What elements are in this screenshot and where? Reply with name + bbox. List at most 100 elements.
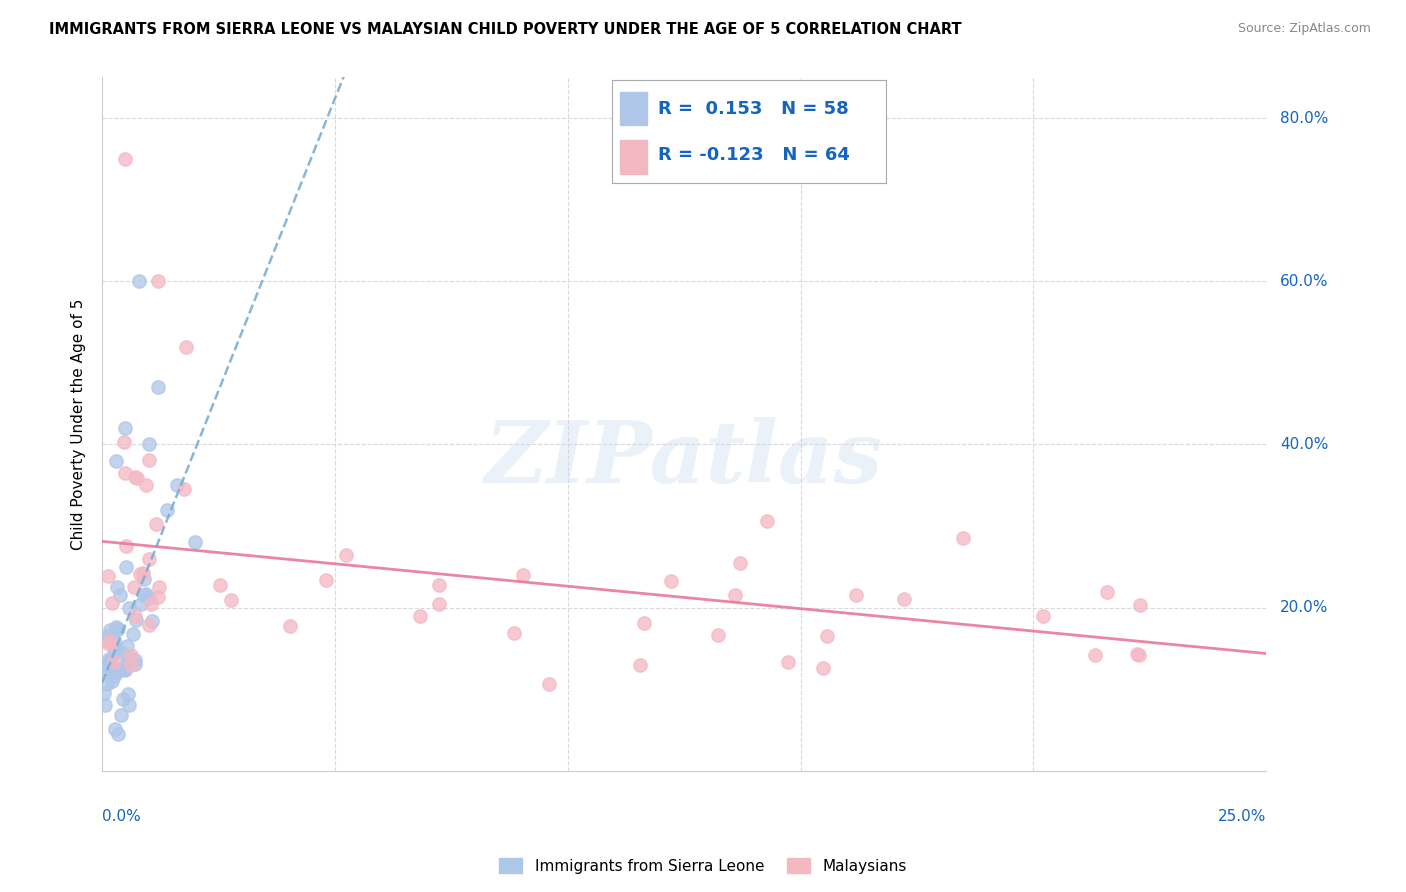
Point [114,152,136,166]
Legend: Immigrants from Sierra Leone, Malaysians: Immigrants from Sierra Leone, Malaysians [494,852,912,880]
Point [104,619,127,633]
Point [138,591,160,605]
Point [135,478,157,492]
Point [134,587,156,601]
Point [98,652,121,666]
Point [96,677,118,691]
Point [512,567,534,582]
Point [1128,648,1150,662]
Point [1129,599,1152,613]
Bar [620,140,647,174]
Point [952,531,974,545]
Text: R =  0.153   N = 58: R = 0.153 N = 58 [658,100,849,118]
Point [107,622,129,636]
Point [97,629,120,643]
Point [1084,648,1107,662]
Point [503,625,526,640]
Text: 20.0%: 20.0% [1279,600,1329,615]
Point [728,556,751,570]
Point [93,658,115,673]
Point [139,597,162,611]
Point [117,687,139,701]
Point [100,623,122,637]
Point [121,627,143,641]
Point [115,639,138,653]
Point [114,662,136,676]
Point [132,566,155,580]
Point [110,708,132,723]
Point [120,648,142,663]
Text: 0.0%: 0.0% [103,809,141,824]
Point [148,580,170,594]
Point [129,597,152,611]
Point [148,590,170,604]
Point [124,653,146,667]
Point [97,637,120,651]
Point [111,661,134,675]
Point [110,645,132,659]
Point [118,650,141,665]
Point [707,628,730,642]
Point [132,589,155,603]
Point [845,588,868,602]
Point [156,502,179,516]
Point [115,559,138,574]
Point [110,662,132,676]
Point [146,380,169,394]
Y-axis label: Child Poverty Under the Age of 5: Child Poverty Under the Age of 5 [72,299,86,549]
Point [103,640,125,654]
Point [138,437,160,451]
Point [100,673,122,688]
Point [105,622,128,636]
Point [103,655,125,669]
Point [141,614,163,628]
Point [117,698,139,713]
Text: R = -0.123   N = 64: R = -0.123 N = 64 [658,146,851,164]
Point [128,567,150,582]
Text: 40.0%: 40.0% [1279,437,1329,452]
Point [124,657,146,672]
Point [145,517,167,532]
Point [219,593,242,607]
Point [101,665,124,679]
Point [118,600,141,615]
Point [409,609,432,624]
Point [815,629,838,643]
Point [537,677,560,691]
Point [184,535,207,549]
Point [105,580,128,594]
Point [101,657,124,672]
Point [122,580,145,594]
Point [125,613,148,627]
Point [98,655,121,669]
Point [128,274,150,288]
Point [105,454,128,468]
Point [893,591,915,606]
Point [125,471,148,485]
Point [93,686,115,700]
Point [107,665,129,680]
Point [280,618,302,632]
Point [115,539,138,553]
Text: 80.0%: 80.0% [1279,111,1329,126]
Point [124,608,146,623]
Text: 60.0%: 60.0% [1279,274,1329,289]
Text: 25.0%: 25.0% [1218,809,1267,824]
Point [93,662,115,676]
Point [628,658,651,673]
Point [103,669,125,683]
Point [811,661,834,675]
Point [97,569,120,583]
Point [335,548,357,562]
Point [633,616,655,631]
Point [108,588,131,602]
Point [724,588,747,602]
Point [173,483,195,497]
Point [120,657,142,672]
Point [94,698,117,712]
Point [104,722,127,736]
Point [117,654,139,668]
Point [209,578,232,592]
Point [146,274,169,288]
Point [111,692,134,706]
